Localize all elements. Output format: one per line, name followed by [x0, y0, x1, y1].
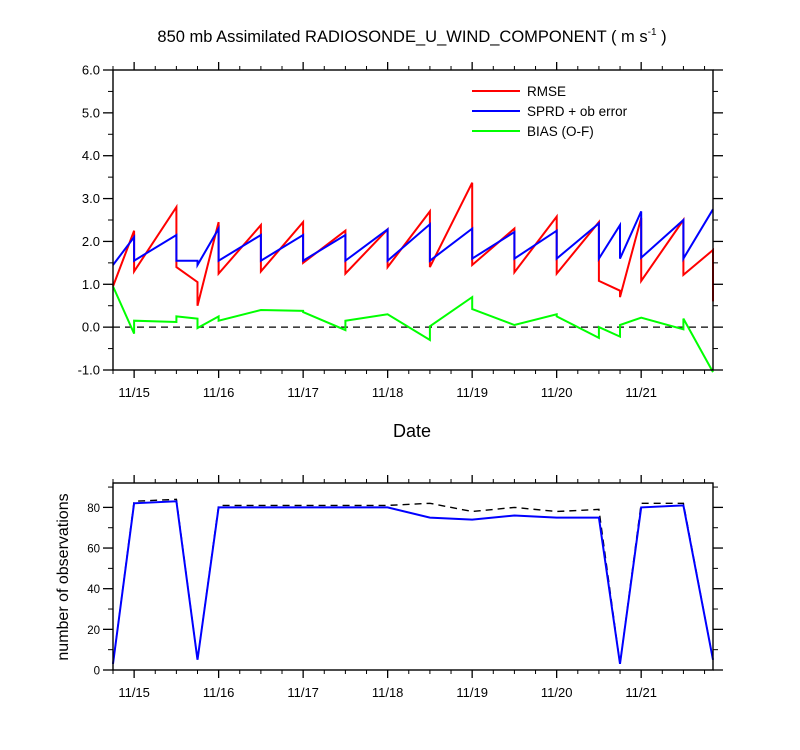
chart-title-superscript: -1: [648, 27, 657, 38]
y-tick-label: 0: [94, 666, 100, 678]
x-tick-label: 11/20: [541, 385, 573, 400]
x-tick-label: 11/15: [118, 385, 150, 400]
x-tick-label: 11/17: [287, 685, 319, 700]
y-tick-label: 3.0: [82, 191, 100, 206]
chart-title-end: ): [657, 28, 667, 46]
legend-label: SPRD + ob error: [527, 104, 628, 119]
x-tick-label: 11/17: [287, 385, 319, 400]
y-tick-label: 0.0: [82, 320, 100, 335]
y-tick-label: 1.0: [82, 277, 100, 292]
y-axis-label-observations: number of observations: [55, 493, 72, 660]
y-tick-label: 80: [87, 503, 100, 515]
bottom-panel: 11/15 11/16 11/17 11/18 11/19 11/20 11/21 0 20 40…: [87, 475, 723, 700]
plot-frame: [112, 482, 714, 671]
chart-title-main: 850 mb Assimilated RADIOSONDE_U_WIND_COM…: [157, 28, 647, 46]
x-tick-label: 11/19: [456, 385, 488, 400]
x-tick-label: 11/18: [372, 385, 404, 400]
y-tick-label: 6.0: [82, 63, 100, 78]
x-tick-label: 11/20: [541, 685, 573, 700]
y-tick-label: 2.0: [82, 234, 100, 249]
series-line-bias-o-f: [112, 285, 714, 373]
y-tick-label: 20: [87, 625, 100, 637]
x-tick-label: 11/16: [203, 685, 235, 700]
top-panel: 11/15 11/16 11/17 11/18 11/19 11/20 11/21 -1.0 0…: [78, 62, 723, 400]
chart-title: 850 mb Assimilated RADIOSONDE_U_WIND_COM…: [157, 27, 666, 46]
x-axis-label: Date: [393, 421, 431, 441]
y-tick-label: 40: [87, 584, 100, 596]
x-tick-label: 11/21: [625, 385, 657, 400]
y-tick-label: 4.0: [82, 148, 100, 163]
x-tick-label: 11/19: [456, 685, 488, 700]
series-line-sprd-ob-error: [112, 208, 714, 269]
y-tick-label: -1.0: [78, 363, 100, 378]
y-tick-label: 5.0: [82, 105, 100, 120]
y-tick-label: 60: [87, 544, 100, 556]
series-line-rmse: [112, 182, 714, 306]
x-tick-label: 11/16: [203, 385, 235, 400]
legend-label: BIAS (O-F): [527, 124, 594, 139]
x-tick-label: 11/21: [625, 685, 657, 700]
x-tick-label: 11/15: [118, 685, 150, 700]
legend-label: RMSE: [527, 84, 566, 99]
series-line-assimilated-observations: [112, 500, 714, 665]
x-tick-label: 11/18: [372, 685, 404, 700]
